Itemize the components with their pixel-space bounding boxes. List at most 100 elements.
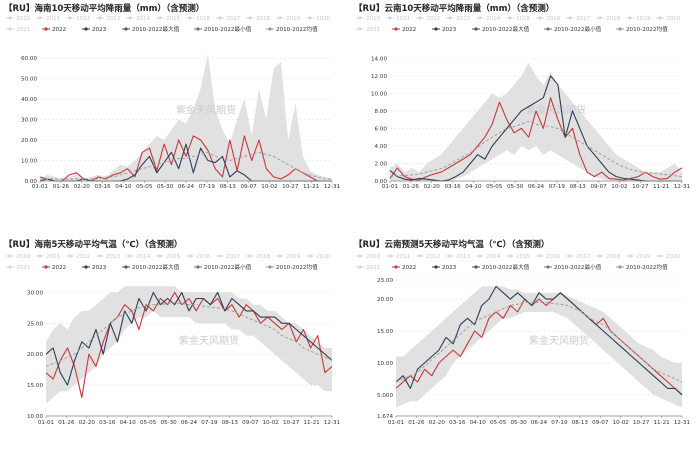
svg-text:2010: 2010: [16, 16, 31, 22]
legend-item-2020[interactable]: 2020: [656, 254, 681, 260]
legend-item-2018[interactable]: 2018: [596, 254, 621, 260]
legend-item-2015[interactable]: 2015: [506, 254, 531, 260]
legend-item-2016[interactable]: 2016: [186, 16, 211, 22]
legend-item-2021[interactable]: 2021: [6, 265, 31, 271]
legend-item-2021[interactable]: 2021: [6, 27, 31, 33]
legend-item-2020[interactable]: 2020: [306, 254, 331, 260]
series-line-2022[interactable]: [45, 291, 333, 399]
legend-item-2010-2022-[interactable]: 2010-2022最大值: [122, 25, 180, 33]
chart-yunnan-rain: 2010 2011 2012 2013 2014 2015 2016 2017 2018 2019…: [356, 16, 691, 190]
series-line-2010-2022-[interactable]: [40, 151, 332, 180]
legend-item-2014[interactable]: 2014: [476, 254, 501, 260]
y-tick-label: 40.00: [21, 97, 37, 103]
legend-item-2012[interactable]: 2012: [416, 254, 440, 260]
legend-item-2010-2022-[interactable]: 2010-2022均值: [266, 25, 318, 33]
legend-item-2016[interactable]: 2016: [186, 254, 211, 260]
legend-item-2011[interactable]: 2011: [386, 254, 411, 260]
legend-item-2011[interactable]: 2011: [36, 16, 61, 22]
legend-item-2013[interactable]: 2013: [96, 254, 121, 260]
legend-item-2021[interactable]: 2021: [356, 27, 381, 33]
series-line-2010-2022-[interactable]: [45, 302, 333, 367]
legend-item-2010[interactable]: 2010: [356, 16, 381, 22]
legend-item-2019[interactable]: 2019: [276, 16, 301, 22]
legend-item-2011[interactable]: 2011: [386, 16, 411, 22]
legend-item-2011[interactable]: 2011: [36, 254, 61, 260]
legend-item-2019[interactable]: 2019: [626, 254, 651, 260]
x-tick-label: 10-27: [283, 420, 300, 426]
legend-item-2019[interactable]: 2019: [276, 254, 301, 260]
legend-item-2014[interactable]: 2014: [126, 254, 151, 260]
series-line-2022[interactable]: [395, 292, 683, 396]
legend-item-2015[interactable]: 2015: [156, 254, 181, 260]
chart-title: 【RU】海南5天移动平均气温（℃）（含预测）: [4, 240, 183, 250]
legend-item-2016[interactable]: 2016: [536, 16, 561, 22]
y-tick-label: 30.00: [21, 118, 37, 124]
legend-item-2013[interactable]: 2013: [446, 254, 471, 260]
legend-item-2013[interactable]: 2013: [446, 16, 471, 22]
series-line-2023[interactable]: [395, 285, 683, 396]
legend-item-2022[interactable]: 2022: [392, 265, 416, 271]
series-line-2023[interactable]: [45, 291, 333, 386]
legend-item-2017[interactable]: 2017: [566, 16, 591, 22]
legend-item-2022[interactable]: 2022: [42, 27, 66, 33]
x-tick-label: 03-16: [449, 420, 466, 426]
legend-item-2010-2022-[interactable]: 2010-2022均值: [616, 25, 668, 33]
legend-item-2020[interactable]: 2020: [656, 16, 681, 22]
y-tick-label: 1.674: [377, 414, 393, 420]
svg-text:2010-2022最大值: 2010-2022最大值: [132, 25, 180, 33]
legend-item-2010-2022-[interactable]: 2010-2022最小值: [194, 25, 252, 33]
legend-item-2014[interactable]: 2014: [126, 16, 151, 22]
legend-item-2018[interactable]: 2018: [596, 16, 621, 22]
x-tick-label: 09-07: [242, 420, 259, 426]
legend-item-2020[interactable]: 2020: [306, 16, 331, 22]
legend-item-2012[interactable]: 2012: [416, 16, 440, 22]
legend-item-2021[interactable]: 2021: [356, 265, 381, 271]
legend-item-2022[interactable]: 2022: [392, 27, 416, 33]
legend-item-2010-2022-[interactable]: 2010-2022最小值: [544, 263, 602, 271]
x-tick-label: 01-26: [408, 420, 425, 426]
legend-item-2010[interactable]: 2010: [6, 254, 31, 260]
legend-item-2015[interactable]: 2015: [506, 16, 531, 22]
legend-item-2017[interactable]: 2017: [216, 254, 241, 260]
legend-item-2013[interactable]: 2013: [96, 16, 121, 22]
chart-title: 【RU】云南10天移动平均降雨量（mm）（含预测）: [354, 4, 555, 14]
y-tick-label: 60.00: [21, 56, 37, 62]
legend-item-2010-2022-[interactable]: 2010-2022均值: [266, 263, 318, 271]
legend-item-2017[interactable]: 2017: [216, 16, 241, 22]
x-tick-label: 01-01: [32, 184, 49, 190]
legend-item-2014[interactable]: 2014: [476, 16, 501, 22]
legend-item-2023[interactable]: 2023: [82, 27, 107, 33]
legend-item-2010-2022-[interactable]: 2010-2022最大值: [472, 25, 530, 33]
svg-text:2015: 2015: [166, 16, 181, 22]
svg-text:2023: 2023: [92, 27, 107, 33]
legend-item-2017[interactable]: 2017: [566, 254, 591, 260]
legend-item-2019[interactable]: 2019: [626, 16, 651, 22]
y-tick-label: 10.00: [27, 414, 43, 420]
svg-text:2022: 2022: [52, 27, 66, 33]
legend-item-2010-2022-[interactable]: 2010-2022最小值: [544, 25, 602, 33]
legend-item-2023[interactable]: 2023: [432, 27, 457, 33]
legend-item-2010-2022-[interactable]: 2010-2022最大值: [472, 263, 530, 271]
legend-item-2018[interactable]: 2018: [246, 16, 271, 22]
y-tick-label: 15.00: [377, 329, 393, 335]
series-line-2022[interactable]: [389, 97, 683, 181]
range-band: [40, 54, 332, 181]
legend-item-2010-2022-[interactable]: 2010-2022均值: [616, 263, 668, 271]
legend-item-2010-2022-[interactable]: 2010-2022最大值: [122, 263, 180, 271]
legend-item-2012[interactable]: 2012: [66, 254, 90, 260]
legend-item-2018[interactable]: 2018: [246, 254, 271, 260]
svg-text:2012: 2012: [426, 254, 440, 260]
legend-item-2022[interactable]: 2022: [42, 265, 66, 271]
legend-item-2023[interactable]: 2023: [82, 265, 107, 271]
x-tick-label: 12-31: [324, 184, 341, 190]
legend-item-2016[interactable]: 2016: [536, 254, 561, 260]
x-tick-label: 10-02: [613, 420, 629, 426]
legend-item-2015[interactable]: 2015: [156, 16, 181, 22]
legend-item-2023[interactable]: 2023: [432, 265, 457, 271]
legend-item-2010-2022-[interactable]: 2010-2022最小值: [194, 263, 252, 271]
y-tick-label: 20.00: [377, 297, 393, 303]
legend-item-2010[interactable]: 2010: [356, 254, 381, 260]
legend-item-2012[interactable]: 2012: [66, 16, 90, 22]
x-tick-label: 05-30: [160, 420, 177, 426]
legend-item-2010[interactable]: 2010: [6, 16, 31, 22]
